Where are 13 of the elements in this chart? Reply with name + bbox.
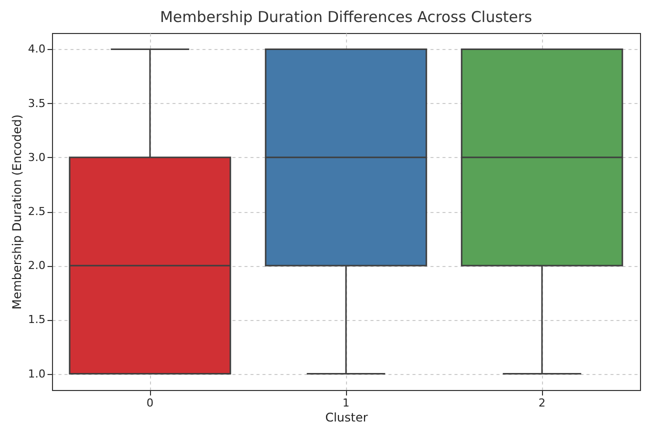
y-tick-label: 3.5 <box>28 96 46 110</box>
y-tick-label: 1.5 <box>28 313 46 326</box>
chart-title: Membership Duration Differences Across Clusters <box>160 8 532 26</box>
y-axis-title: Membership Duration (Encoded) <box>10 114 24 310</box>
y-tick-label: 2.0 <box>28 259 46 272</box>
x-tick-label: 0 <box>146 396 154 410</box>
y-tick-label: 3.0 <box>28 150 46 164</box>
y-tick-label: 4.0 <box>28 42 46 56</box>
x-tick-label: 1 <box>342 396 350 410</box>
x-tick-label: 2 <box>538 396 546 410</box>
y-tick-label: 1.0 <box>28 367 46 380</box>
y-tick-label: 2.5 <box>28 205 46 218</box>
x-axis-title: Cluster <box>325 410 368 424</box>
